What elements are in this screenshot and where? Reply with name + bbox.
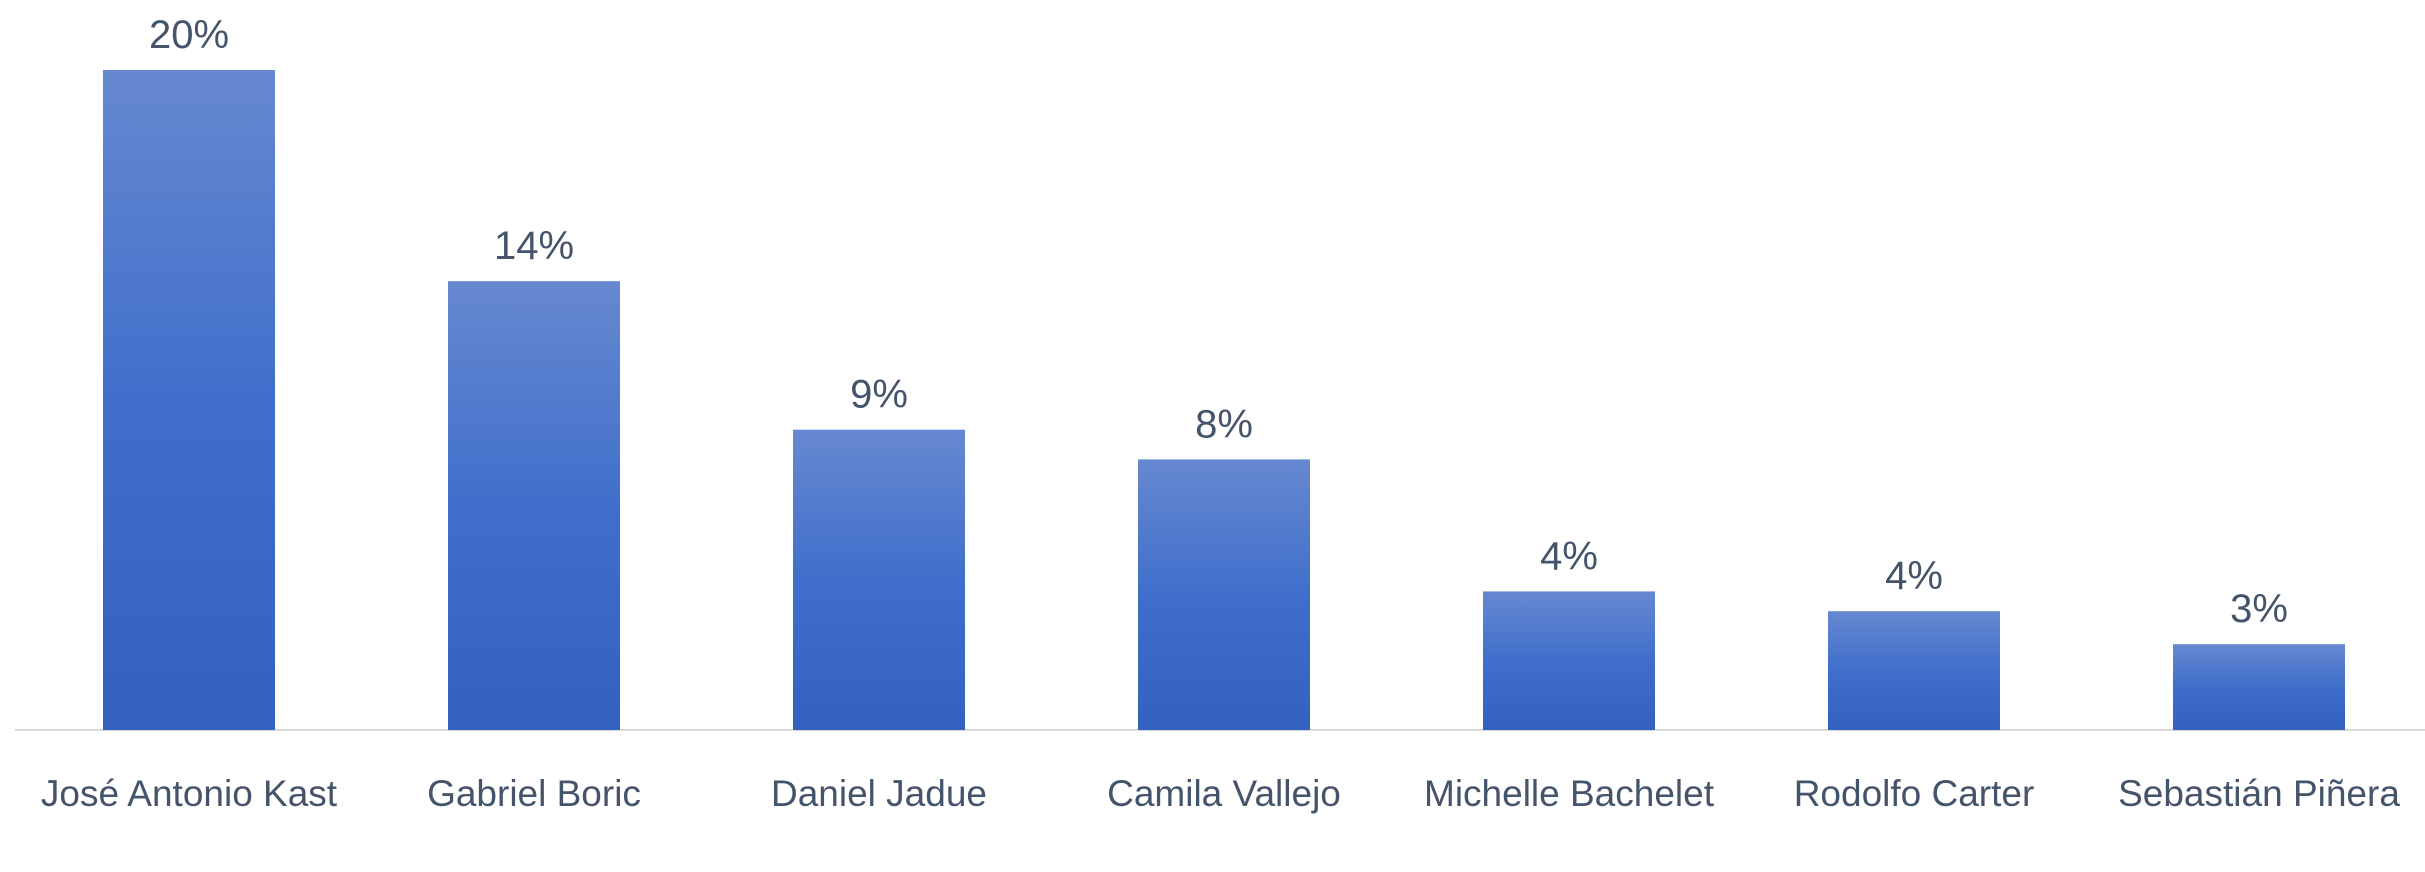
x-tick-label: Rodolfo Carter [1794,773,2035,814]
data-label: 20% [149,13,229,57]
bar [2173,644,2345,730]
bar [448,281,620,730]
data-label: 4% [1540,534,1598,578]
data-label: 9% [850,373,908,417]
data-label: 8% [1195,402,1253,446]
data-label: 4% [1885,554,1943,598]
bar [793,429,965,730]
x-tick-label: Gabriel Boric [427,773,641,814]
x-tick-label: Daniel Jadue [771,773,987,814]
bar [1828,611,2000,730]
bar [103,70,275,730]
x-tick-label: José Antonio Kast [41,773,338,814]
x-tick-label: Sebastián Piñera [2118,773,2400,814]
bar [1138,459,1310,730]
bar [1483,591,1655,730]
data-label: 14% [494,224,574,268]
x-tick-label: Camila Vallejo [1107,773,1341,814]
data-label: 3% [2230,587,2288,631]
x-tick-label: Michelle Bachelet [1424,773,1715,814]
